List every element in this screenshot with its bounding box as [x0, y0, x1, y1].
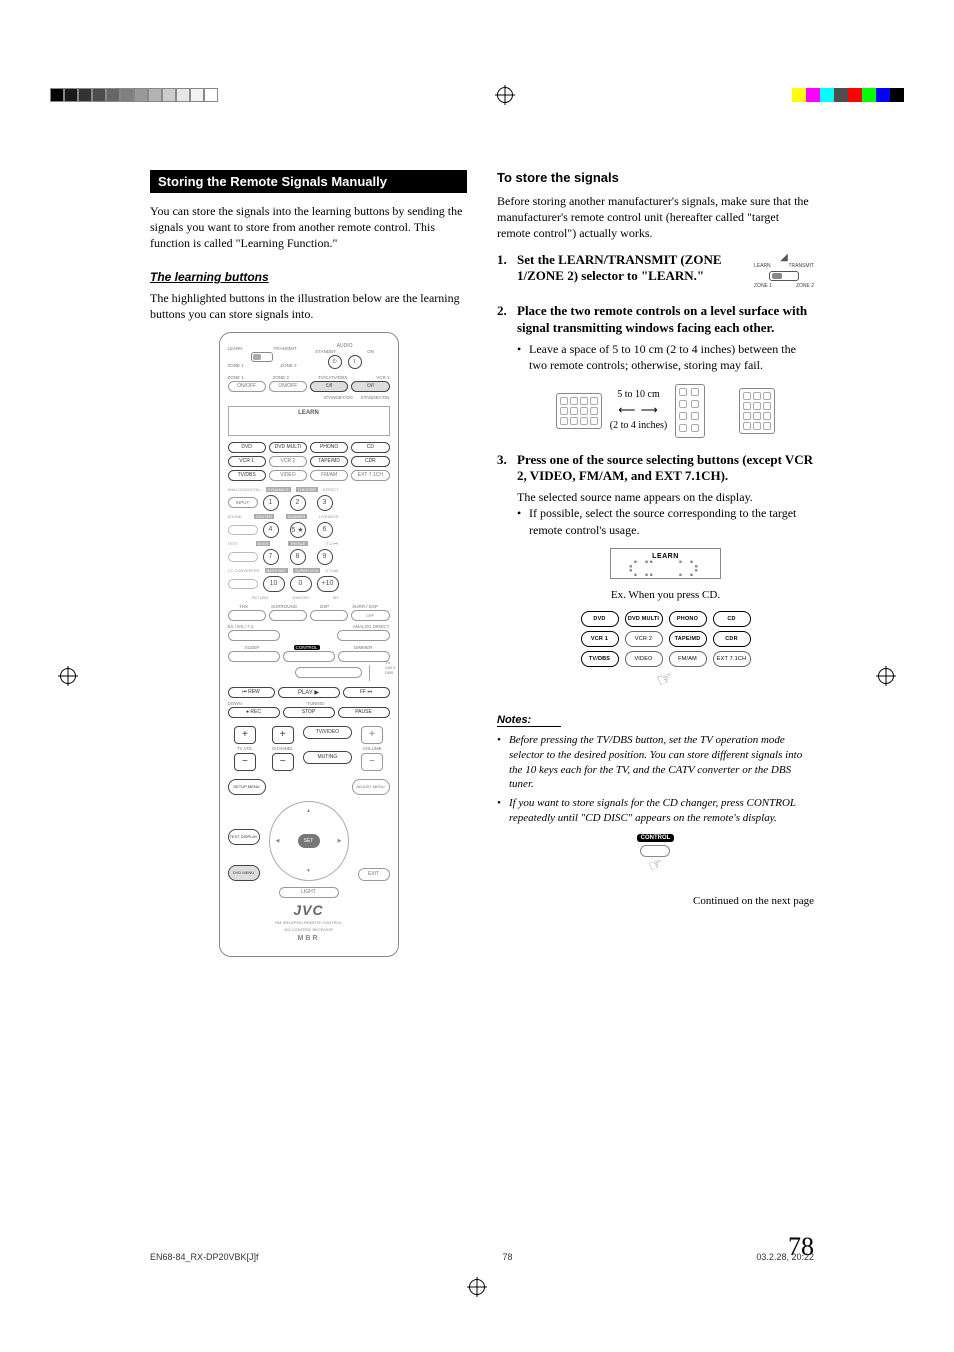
control-button-figure: CONTROL ☞ — [497, 834, 814, 875]
steps-list: Set the LEARN/TRANSMIT (ZONE 1/ZONE 2) s… — [497, 252, 814, 690]
two-remotes-diagram: 5 to 10 cm ⟵ ⟶ (2 to 4 inches) — [517, 384, 814, 438]
learn-display-figure: LEARN ⢎⣉ ⢈⡱ — [517, 548, 814, 579]
store-signals-heading: To store the signals — [497, 170, 814, 185]
left-column: Storing the Remote Signals Manually You … — [150, 170, 467, 1222]
remote-illustration: LEARNTRANSMIT ZONE 1ZONE 2 AUDIO STANDBY… — [150, 332, 467, 957]
print-marks-top — [0, 80, 954, 110]
source-button: TV/DBS — [581, 651, 619, 667]
step-1: Set the LEARN/TRANSMIT (ZONE 1/ZONE 2) s… — [497, 252, 814, 290]
color-bar — [792, 88, 904, 102]
source-button: DVD — [581, 611, 619, 627]
print-marks-bottom — [0, 1272, 954, 1302]
grayscale-bar — [50, 88, 218, 102]
source-button: CDR — [713, 631, 751, 647]
source-button: CD — [713, 611, 751, 627]
store-intro: Before storing another manufacturer's si… — [497, 193, 814, 242]
learning-buttons-heading: The learning buttons — [150, 270, 467, 284]
example-caption: Ex. When you press CD. — [517, 589, 814, 601]
registration-mark-left — [60, 668, 76, 684]
source-buttons-figure: DVD DVD MULTI PHONO CD VCR 1 VCR 2 TAPE/MD CDR T… — [517, 611, 814, 690]
source-button: VCR 1 — [581, 631, 619, 647]
switch-diagram: ◢ LEARNTRANSMIT ZONE 1ZONE 2 — [754, 252, 814, 289]
source-button: VIDEO — [625, 651, 663, 667]
registration-mark-bottom — [469, 1279, 485, 1295]
source-button: TAPE/MD — [669, 631, 707, 647]
page-content: Storing the Remote Signals Manually You … — [150, 170, 814, 1222]
registration-mark-right — [878, 668, 894, 684]
notes-heading: Notes: — [497, 714, 561, 727]
right-column: To store the signals Before storing anot… — [497, 170, 814, 1222]
source-button: EXT 7.1CH — [713, 651, 751, 667]
step-3: Press one of the source selecting button… — [497, 452, 814, 690]
continued-text: Continued on the next page — [497, 895, 814, 907]
registration-mark-top — [497, 87, 513, 103]
source-button: VCR 2 — [625, 631, 663, 647]
source-button: PHONO — [669, 611, 707, 627]
step-2: Place the two remote controls on a level… — [497, 303, 814, 437]
source-button: FM/AM — [669, 651, 707, 667]
notes-list: Before pressing the TV/DBS button, set t… — [497, 733, 814, 826]
section-header: Storing the Remote Signals Manually — [150, 170, 467, 193]
source-button: DVD MULTI — [625, 611, 663, 627]
footer-info: EN68-84_RX-DP20VBK[J]f 78 03.2.28, 20:22 — [150, 1252, 814, 1262]
hand-icon: ☞ — [654, 667, 676, 692]
learning-buttons-text: The highlighted buttons in the illustrat… — [150, 290, 467, 322]
intro-text: You can store the signals into the learn… — [150, 203, 467, 252]
